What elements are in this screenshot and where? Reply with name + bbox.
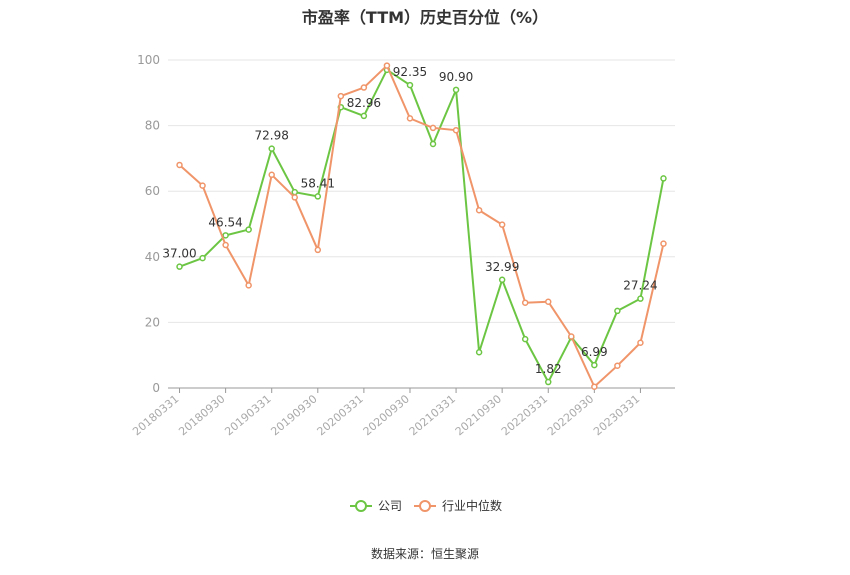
series-company — [176, 66, 667, 386]
data-point[interactable] — [637, 339, 644, 346]
data-label: 1.82 — [535, 362, 562, 376]
data-point[interactable] — [521, 335, 529, 343]
data-point[interactable] — [268, 145, 275, 152]
data-label: 32.99 — [485, 260, 519, 274]
legend-label: 行业中位数 — [442, 498, 502, 513]
axes: 0 20 40 60 80 100 2018033120180930201903312019… — [130, 53, 675, 438]
data-point[interactable] — [614, 307, 621, 315]
data-point[interactable] — [176, 161, 183, 169]
data-point[interactable] — [521, 299, 529, 306]
data-point[interactable] — [291, 188, 298, 196]
x-tick-label: 20220331 — [499, 392, 550, 438]
chart-title: 市盈率（TTM）历史百分位（%） — [301, 8, 549, 27]
data-point[interactable] — [660, 175, 667, 182]
series-industry-median — [176, 62, 667, 390]
data-point[interactable] — [360, 84, 368, 91]
data-point[interactable] — [291, 194, 298, 201]
data-point[interactable] — [498, 276, 506, 284]
data-label: 46.54 — [208, 215, 242, 229]
x-tick-label: 20190930 — [268, 392, 319, 438]
data-point[interactable] — [245, 226, 252, 233]
data-point[interactable] — [429, 124, 437, 132]
y-tick-label: 0 — [152, 381, 160, 395]
data-point[interactable] — [222, 241, 229, 249]
x-tick-label: 20190331 — [222, 392, 273, 438]
data-point[interactable] — [383, 62, 391, 69]
y-tick-label: 20 — [145, 315, 160, 329]
data-point[interactable] — [637, 295, 644, 302]
series-line — [178, 64, 665, 388]
y-tick-label: 60 — [145, 184, 160, 198]
series-lines — [176, 62, 667, 390]
data-point[interactable] — [199, 254, 206, 262]
legend[interactable]: 公司 行业中位数 — [350, 498, 502, 513]
data-label: 90.90 — [439, 70, 473, 84]
data-label: 58.41 — [301, 176, 335, 190]
data-point[interactable] — [406, 81, 414, 89]
data-point[interactable] — [452, 86, 460, 94]
data-point[interactable] — [406, 115, 414, 122]
data-label: 92.35 — [393, 65, 427, 79]
data-point[interactable] — [199, 182, 206, 189]
data-point[interactable] — [176, 263, 183, 270]
data-point[interactable] — [545, 378, 552, 386]
data-point[interactable] — [360, 112, 368, 120]
data-labels: 37.00 46.54 72.98 58.41 82.96 92.35 90.90 32.99… — [162, 65, 657, 376]
data-point[interactable] — [475, 206, 483, 214]
data-label: 27.24 — [623, 279, 657, 293]
data-point[interactable] — [568, 333, 575, 340]
data-label: 37.00 — [162, 247, 196, 261]
data-point[interactable] — [245, 282, 252, 289]
y-tick-label: 40 — [145, 250, 160, 264]
y-tick-label: 100 — [137, 53, 160, 67]
data-point[interactable] — [429, 140, 437, 148]
legend-item-industry-median[interactable]: 行业中位数 — [414, 498, 502, 513]
legend-marker — [355, 500, 367, 512]
x-tick-label: 20200930 — [361, 392, 412, 438]
x-tick-label: 20210331 — [407, 392, 458, 438]
x-tick-label: 20180331 — [130, 392, 181, 438]
x-tick-label: 20230331 — [591, 392, 642, 438]
data-point[interactable] — [268, 171, 275, 179]
data-point[interactable] — [660, 240, 667, 247]
data-point[interactable] — [475, 348, 483, 356]
legend-marker — [419, 500, 431, 512]
data-point[interactable] — [545, 298, 552, 305]
data-point[interactable] — [452, 126, 460, 134]
data-label: 82.96 — [347, 96, 381, 110]
y-tick-label: 80 — [145, 119, 160, 133]
x-tick-label: 20220930 — [545, 392, 596, 438]
grid-lines — [168, 59, 675, 323]
data-point[interactable] — [314, 193, 322, 200]
data-point[interactable] — [314, 246, 322, 254]
x-tick-label: 20200331 — [315, 392, 366, 438]
data-point[interactable] — [591, 383, 598, 390]
data-point[interactable] — [591, 361, 598, 369]
series-line — [179, 68, 665, 384]
x-tick-label: 20180930 — [176, 392, 227, 438]
data-point[interactable] — [614, 362, 621, 369]
data-point[interactable] — [498, 221, 506, 228]
data-point[interactable] — [222, 232, 229, 239]
legend-label: 公司 — [378, 499, 402, 513]
data-label: 72.98 — [255, 129, 289, 143]
data-label: 6.99 — [581, 345, 608, 359]
legend-item-company[interactable]: 公司 — [350, 499, 402, 513]
data-source: 数据来源：恒生聚源 — [370, 547, 479, 561]
x-tick-label: 20210930 — [453, 392, 504, 438]
data-point[interactable] — [337, 92, 345, 100]
